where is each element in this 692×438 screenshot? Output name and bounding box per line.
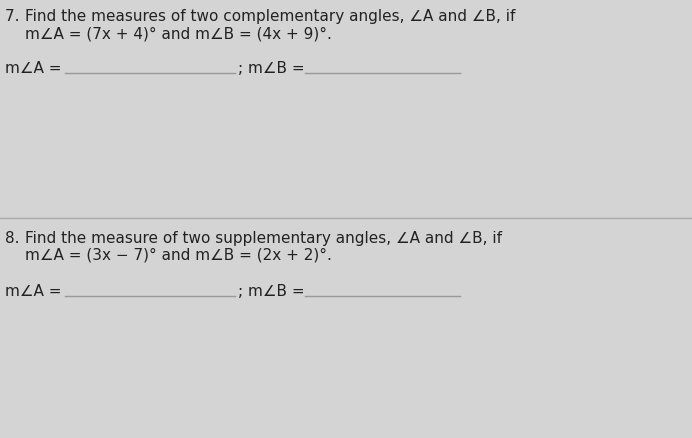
Text: ; m∠B =: ; m∠B = xyxy=(238,61,304,76)
Text: Find the measure of two supplementary angles, ∠A and ∠B, if: Find the measure of two supplementary an… xyxy=(25,230,502,245)
Text: m∠A = (3x − 7)° and m∠B = (2x + 2)°.: m∠A = (3x − 7)° and m∠B = (2x + 2)°. xyxy=(25,247,332,262)
Text: m∠A =: m∠A = xyxy=(5,61,62,76)
Text: 7.: 7. xyxy=(5,9,29,24)
Text: m∠A = (7x + 4)° and m∠B = (4x + 9)°.: m∠A = (7x + 4)° and m∠B = (4x + 9)°. xyxy=(25,26,332,41)
Text: Find the measures of two complementary angles, ∠A and ∠B, if: Find the measures of two complementary a… xyxy=(25,9,516,24)
Text: 8.: 8. xyxy=(5,230,29,245)
Text: m∠A =: m∠A = xyxy=(5,283,62,298)
Text: ; m∠B =: ; m∠B = xyxy=(238,283,304,298)
